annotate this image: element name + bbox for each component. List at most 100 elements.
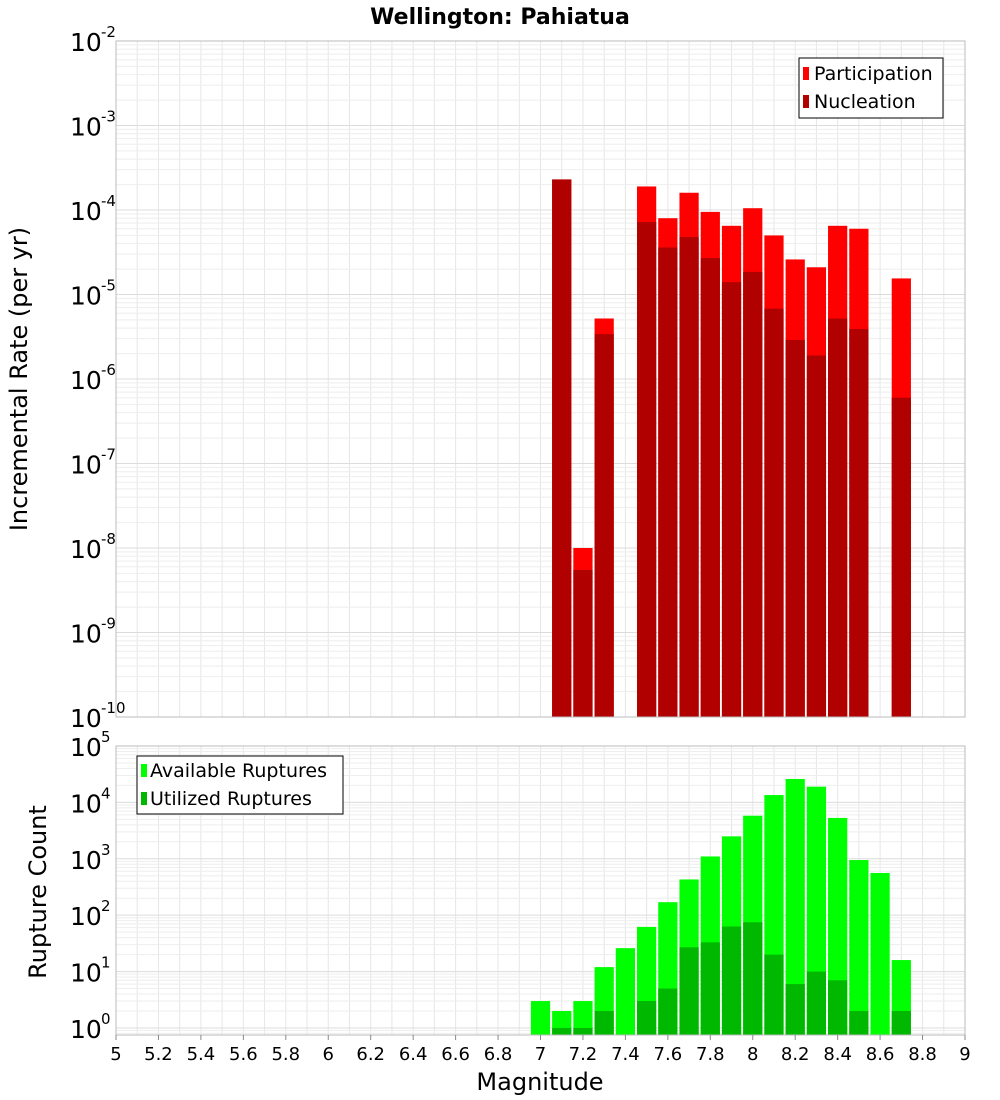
bar-available	[530, 1001, 551, 1035]
bar-nucleation	[552, 179, 572, 718]
bar-utilized	[721, 926, 742, 1035]
y-tick-exponent: 2	[101, 897, 111, 915]
x-tick-label: 5	[110, 1044, 121, 1065]
y-tick-exponent: 0	[101, 1010, 111, 1028]
bar-available	[615, 948, 636, 1035]
y-tick-label: 10	[70, 282, 102, 311]
y-tick-exponent: -7	[101, 446, 116, 464]
y-tick-label: 10	[70, 704, 102, 733]
legend-box	[136, 755, 344, 815]
x-tick-label: 8	[747, 1044, 758, 1065]
y-tick-exponent: -4	[101, 192, 116, 210]
top-plot-frame	[115, 40, 966, 718]
bar-utilized	[891, 1010, 911, 1035]
y-tick-exponent: 5	[101, 728, 111, 746]
y-tick-exponent: -10	[101, 699, 126, 717]
bar-nucleation	[573, 569, 593, 717]
x-tick-label: 6.4	[399, 1044, 428, 1065]
bar-utilized	[552, 1027, 572, 1035]
legend-label-utilized: Utilized Ruptures	[150, 788, 312, 810]
y-tick-label: 10	[70, 28, 102, 57]
bar-utilized	[679, 947, 699, 1035]
legend-label-available: Available Ruptures	[150, 760, 327, 782]
bar-utilized	[764, 954, 784, 1035]
bar-utilized	[785, 984, 805, 1035]
legend-swatch-available	[141, 764, 147, 777]
y-tick-exponent: -6	[101, 361, 116, 379]
x-tick-label: 8.4	[823, 1044, 852, 1065]
y-tick-exponent: -3	[101, 108, 116, 126]
bar-available	[849, 860, 869, 1035]
bar-nucleation	[849, 329, 869, 717]
x-tick-label: 5.8	[271, 1044, 300, 1065]
legend-swatch-participation	[803, 67, 809, 80]
bar-utilized	[637, 1001, 657, 1035]
legend-box	[798, 57, 944, 119]
y-tick-label: 10	[70, 902, 102, 931]
x-tick-label: 7.8	[696, 1044, 725, 1065]
y-tick-label: 10	[70, 535, 102, 564]
y-tick-label: 10	[70, 846, 102, 875]
y-tick-label: 10	[70, 197, 102, 226]
bar-nucleation	[637, 222, 657, 717]
y-tick-label: 10	[70, 113, 102, 142]
x-tick-label: 7	[535, 1044, 546, 1065]
bar-available	[573, 1001, 593, 1035]
y-tick-exponent: -8	[101, 530, 116, 548]
legend-label-participation: Participation	[814, 63, 933, 85]
y-tick-label: 10	[70, 1015, 102, 1044]
y-tick-label: 10	[70, 733, 102, 762]
bar-utilized	[806, 971, 827, 1035]
bar-nucleation	[658, 247, 678, 717]
legend-swatch-utilized	[141, 792, 147, 805]
x-tick-label: 6.2	[356, 1044, 385, 1065]
bar-nucleation	[594, 334, 614, 717]
y-tick-exponent: 3	[101, 841, 111, 859]
x-tick-label: 8.6	[866, 1044, 895, 1065]
legend-swatch-nucleation	[803, 95, 809, 108]
bar-nucleation	[785, 339, 805, 717]
top-plot-bars	[552, 179, 911, 718]
x-tick-label: 7.4	[611, 1044, 640, 1065]
x-tick-label: 6	[323, 1044, 334, 1065]
bar-utilized	[700, 942, 720, 1035]
bar-nucleation	[700, 258, 720, 717]
x-tick-label: 7.2	[569, 1044, 598, 1065]
y-tick-label: 10	[70, 451, 102, 480]
top-plot-ylabel: Incremental Rate (per yr)	[5, 227, 33, 531]
bar-nucleation	[679, 236, 699, 717]
bar-nucleation	[764, 308, 784, 717]
x-tick-label: 8.8	[908, 1044, 937, 1065]
y-tick-label: 10	[70, 789, 102, 818]
bar-utilized	[743, 922, 763, 1035]
chart-title: Wellington: Pahiatua	[370, 5, 630, 30]
bar-nucleation	[743, 271, 763, 717]
bar-utilized	[828, 980, 848, 1035]
bar-nucleation	[891, 397, 911, 717]
bottom-plot-ylabel: Rupture Count	[24, 805, 52, 979]
x-tick-label: 5.6	[229, 1044, 258, 1065]
y-tick-label: 10	[70, 620, 102, 649]
y-tick-label: 10	[70, 959, 102, 988]
bar-utilized	[849, 1010, 869, 1035]
x-tick-label: 5.4	[187, 1044, 216, 1065]
x-tick-label: 7.6	[654, 1044, 683, 1065]
y-tick-exponent: -5	[101, 277, 116, 295]
bottom-plot-x-ticks: 5 5.2 5.4 5.6 5.8 6 6.2 6.4 6.6 6.8 7 7.2 7.4 7.6 7.8 8…	[110, 1035, 971, 1065]
y-tick-exponent: -9	[101, 615, 116, 633]
y-tick-exponent: -2	[101, 23, 116, 41]
x-tick-label: 5.2	[144, 1044, 173, 1065]
bar-utilized	[658, 988, 678, 1035]
bar-utilized	[594, 1010, 614, 1035]
x-tick-label: 8.2	[781, 1044, 810, 1065]
bar-utilized	[573, 1027, 593, 1035]
bar-available	[785, 778, 805, 1035]
bar-nucleation	[806, 355, 827, 717]
bar-nucleation	[828, 318, 848, 717]
y-tick-label: 10	[70, 366, 102, 395]
